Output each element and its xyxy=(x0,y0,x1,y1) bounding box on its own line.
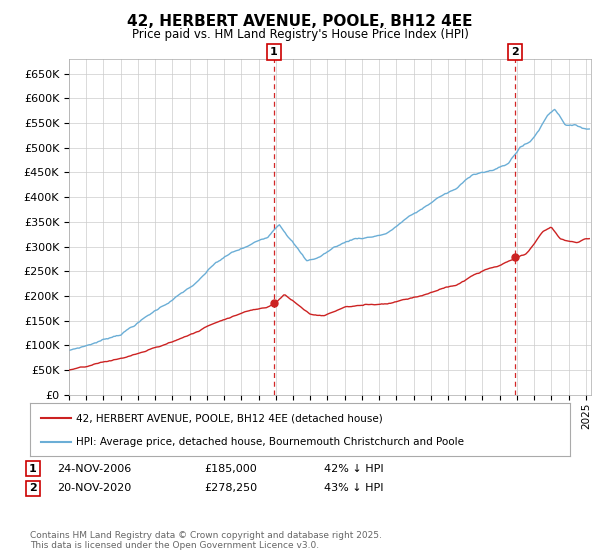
Text: 43% ↓ HPI: 43% ↓ HPI xyxy=(324,483,383,493)
Text: 2: 2 xyxy=(29,483,37,493)
Text: HPI: Average price, detached house, Bournemouth Christchurch and Poole: HPI: Average price, detached house, Bour… xyxy=(76,436,464,446)
Text: 24-NOV-2006: 24-NOV-2006 xyxy=(57,464,131,474)
Text: 42, HERBERT AVENUE, POOLE, BH12 4EE: 42, HERBERT AVENUE, POOLE, BH12 4EE xyxy=(127,14,473,29)
Text: 42, HERBERT AVENUE, POOLE, BH12 4EE (detached house): 42, HERBERT AVENUE, POOLE, BH12 4EE (det… xyxy=(76,413,383,423)
Text: £278,250: £278,250 xyxy=(204,483,257,493)
Text: Price paid vs. HM Land Registry's House Price Index (HPI): Price paid vs. HM Land Registry's House … xyxy=(131,28,469,41)
Text: 20-NOV-2020: 20-NOV-2020 xyxy=(57,483,131,493)
Text: 2: 2 xyxy=(511,47,519,57)
Text: £185,000: £185,000 xyxy=(204,464,257,474)
Text: Contains HM Land Registry data © Crown copyright and database right 2025.
This d: Contains HM Land Registry data © Crown c… xyxy=(30,530,382,550)
Text: 42% ↓ HPI: 42% ↓ HPI xyxy=(324,464,383,474)
Text: 1: 1 xyxy=(29,464,37,474)
Text: 1: 1 xyxy=(270,47,278,57)
